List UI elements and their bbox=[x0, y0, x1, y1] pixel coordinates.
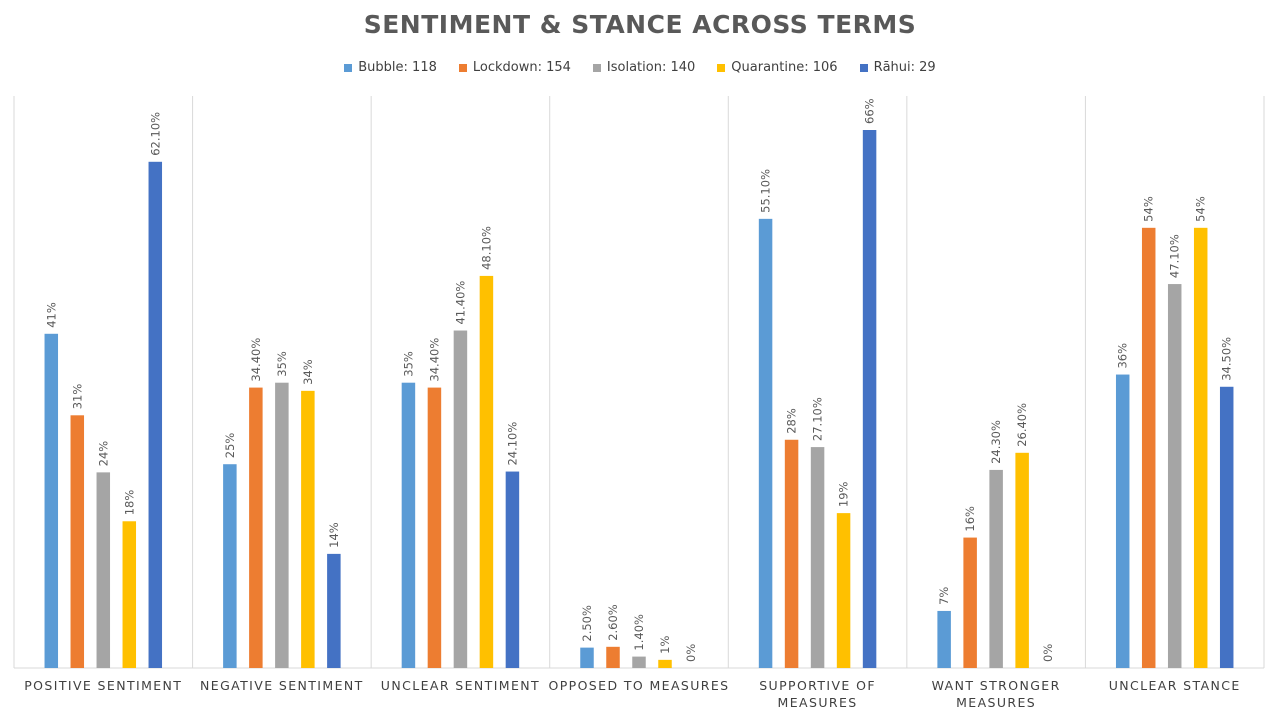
legend-item: Isolation: 140 bbox=[592, 60, 696, 75]
bar bbox=[1219, 386, 1234, 668]
bar bbox=[963, 537, 977, 668]
x-tick-label: POSITIVE SENTIMENT bbox=[24, 678, 182, 693]
data-label: 0% bbox=[684, 644, 698, 662]
bar bbox=[836, 513, 851, 668]
bar bbox=[479, 275, 494, 668]
chart-legend: Bubble: 118 Lockdown: 154 Isolation: 140 Qu… bbox=[0, 60, 1280, 75]
x-tick-label: MEASURES bbox=[778, 695, 858, 710]
bar bbox=[44, 333, 59, 668]
legend-item: Bubble: 118 bbox=[344, 60, 437, 75]
legend-label: Bubble: 118 bbox=[358, 60, 437, 75]
legend-label: Quarantine: 106 bbox=[731, 60, 838, 75]
legend-label: Lockdown: 154 bbox=[472, 60, 571, 75]
bar bbox=[1141, 227, 1156, 668]
bar bbox=[401, 382, 416, 668]
bar bbox=[1193, 227, 1208, 668]
bar bbox=[810, 447, 825, 668]
bar bbox=[223, 464, 237, 668]
legend-item: Rāhui: 29 bbox=[859, 60, 936, 75]
legend-label: Rāhui: 29 bbox=[873, 60, 936, 75]
data-label: 19% bbox=[837, 481, 851, 507]
data-label: 34.50% bbox=[1220, 337, 1234, 381]
bar bbox=[453, 330, 468, 668]
data-label: 7% bbox=[937, 587, 951, 605]
data-label: 35% bbox=[275, 351, 289, 377]
data-label: 2.50% bbox=[580, 605, 594, 642]
legend-swatch bbox=[344, 63, 353, 72]
x-tick-label: UNCLEAR STANCE bbox=[1109, 678, 1241, 693]
data-label: 26.40% bbox=[1015, 403, 1029, 447]
data-label: 47.10% bbox=[1168, 234, 1182, 278]
bar bbox=[758, 218, 773, 669]
data-label: 24.30% bbox=[989, 420, 1003, 464]
data-label: 27.10% bbox=[811, 397, 825, 441]
data-label: 66% bbox=[863, 98, 877, 124]
data-label: 24.10% bbox=[505, 422, 519, 466]
legend-swatch bbox=[717, 63, 726, 72]
data-label: 25% bbox=[223, 433, 237, 459]
bar bbox=[301, 390, 315, 668]
legend-swatch bbox=[592, 63, 601, 72]
data-label: 34.40% bbox=[427, 338, 441, 382]
data-label: 54% bbox=[1194, 196, 1208, 222]
data-label: 2.60% bbox=[606, 604, 620, 641]
data-label: 54% bbox=[1142, 196, 1156, 222]
x-tick-label: UNCLEAR SENTIMENT bbox=[381, 678, 540, 693]
bar bbox=[632, 656, 646, 668]
chart-title: SENTIMENT & STANCE ACROSS TERMS bbox=[363, 10, 917, 39]
data-label: 1.40% bbox=[632, 614, 646, 651]
legend-swatch bbox=[458, 63, 467, 72]
data-label: 1% bbox=[658, 636, 672, 654]
data-label: 24% bbox=[96, 441, 110, 467]
bar bbox=[275, 382, 289, 668]
data-label: 41.40% bbox=[453, 281, 467, 325]
data-label: 35% bbox=[401, 351, 415, 377]
bar bbox=[327, 553, 341, 668]
legend-swatch bbox=[859, 63, 868, 72]
bar bbox=[862, 130, 877, 668]
data-label: 55.10% bbox=[759, 169, 773, 213]
data-label: 0% bbox=[1041, 644, 1055, 662]
legend-label: Isolation: 140 bbox=[606, 60, 696, 75]
x-tick-label: SUPPORTIVE OF bbox=[759, 678, 876, 693]
x-tick-label: MEASURES bbox=[956, 695, 1036, 710]
bar bbox=[427, 387, 442, 668]
data-label: 36% bbox=[1116, 343, 1130, 369]
bar bbox=[1167, 284, 1182, 668]
bar bbox=[606, 646, 620, 668]
bar bbox=[658, 659, 672, 668]
x-tick-label: OPPOSED TO MEASURES bbox=[548, 678, 729, 693]
data-label: 31% bbox=[70, 384, 84, 410]
bar bbox=[1115, 374, 1130, 668]
data-label: 34% bbox=[301, 359, 315, 385]
data-label: 62.10% bbox=[148, 112, 162, 156]
data-label: 41% bbox=[44, 302, 58, 328]
bar bbox=[989, 469, 1003, 668]
data-label: 14% bbox=[327, 522, 341, 548]
bar bbox=[70, 415, 85, 668]
data-label: 34.40% bbox=[249, 338, 263, 382]
bar bbox=[148, 161, 163, 669]
x-tick-label: WANT STRONGER bbox=[932, 678, 1061, 693]
bar bbox=[249, 387, 263, 668]
data-label: 18% bbox=[122, 490, 136, 516]
bar bbox=[937, 610, 951, 668]
bar bbox=[784, 439, 799, 668]
x-tick-label: NEGATIVE SENTIMENT bbox=[200, 678, 364, 693]
bar bbox=[505, 471, 520, 668]
legend-item: Quarantine: 106 bbox=[717, 60, 838, 75]
bar bbox=[96, 472, 111, 668]
data-label: 48.10% bbox=[479, 226, 493, 270]
bar bbox=[1015, 452, 1029, 668]
bar bbox=[580, 647, 594, 668]
data-label: 28% bbox=[785, 408, 799, 434]
legend-item: Lockdown: 154 bbox=[458, 60, 571, 75]
data-label: 16% bbox=[963, 506, 977, 532]
bar bbox=[122, 521, 137, 668]
